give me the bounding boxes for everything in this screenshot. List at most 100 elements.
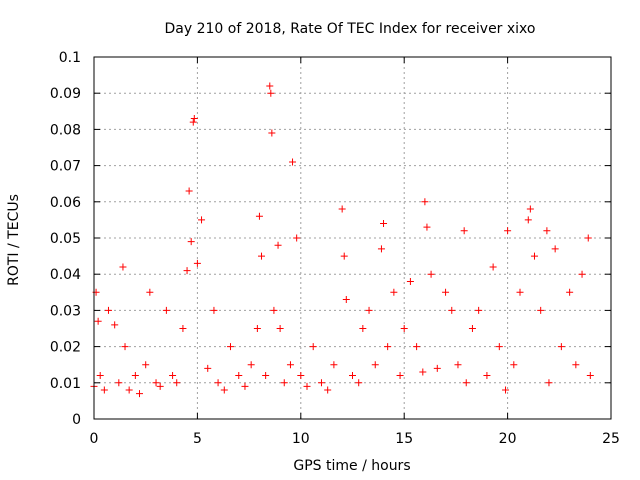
y-tick-label: 0.04	[50, 267, 81, 283]
data-point	[293, 234, 301, 242]
data-point	[268, 129, 276, 137]
y-tick-label: 0.08	[50, 122, 81, 138]
data-point	[338, 205, 346, 213]
data-point	[274, 241, 282, 249]
data-point	[111, 321, 119, 329]
x-tick-label: 5	[193, 431, 202, 447]
data-point	[115, 379, 123, 387]
x-axis-label: GPS time / hours	[293, 458, 410, 474]
data-point	[384, 343, 392, 351]
data-point	[317, 379, 325, 387]
chart-title: Day 210 of 2018, Rate Of TEC Index for r…	[165, 21, 536, 37]
data-point	[204, 364, 212, 372]
data-point	[96, 372, 104, 380]
data-point	[578, 270, 586, 278]
data-point	[551, 245, 559, 253]
data-point	[142, 361, 150, 369]
y-tick-label: 0.09	[50, 86, 81, 102]
data-point	[303, 382, 311, 390]
data-point	[584, 234, 592, 242]
data-point	[289, 158, 297, 166]
data-point	[270, 306, 278, 314]
data-point	[198, 216, 206, 224]
data-point	[152, 379, 160, 387]
data-point	[460, 227, 468, 235]
data-point	[190, 115, 198, 123]
data-point	[131, 372, 139, 380]
data-point	[468, 325, 476, 332]
data-point	[94, 317, 102, 325]
data-point	[220, 386, 228, 394]
y-tick-label: 0.01	[50, 376, 81, 392]
data-point	[324, 386, 332, 394]
data-point	[121, 343, 129, 351]
data-point	[510, 361, 518, 369]
y-tick-label: 0	[72, 412, 81, 428]
data-point	[183, 267, 191, 275]
data-point	[179, 325, 187, 332]
data-point	[442, 288, 450, 296]
data-point	[255, 212, 263, 220]
data-point	[173, 379, 181, 387]
data-point	[495, 343, 503, 351]
data-point	[185, 187, 193, 195]
axis-ticks	[93, 56, 612, 420]
data-point	[330, 361, 338, 369]
data-point	[572, 361, 580, 369]
data-point	[286, 361, 294, 369]
data-point	[247, 361, 255, 369]
x-tick-label: 25	[602, 431, 620, 447]
data-point	[359, 325, 367, 332]
y-tick-label: 0.07	[50, 159, 81, 175]
data-point	[448, 306, 456, 314]
data-point	[276, 325, 284, 332]
data-point	[169, 372, 177, 380]
data-point	[235, 372, 243, 380]
data-point	[258, 252, 266, 260]
data-point	[419, 368, 427, 376]
x-tick-labels: 0 5 10 15 20 25	[90, 431, 620, 447]
data-point	[454, 361, 462, 369]
data-point	[193, 259, 201, 267]
x-tick-label: 20	[499, 431, 517, 447]
data-point	[380, 220, 388, 228]
y-tick-label: 0.06	[50, 195, 81, 211]
data-point	[226, 343, 234, 351]
data-point	[396, 372, 404, 380]
y-tick-label: 0.1	[59, 50, 81, 66]
data-point	[475, 306, 483, 314]
y-tick-labels: 0 0.01 0.02 0.03 0.04 0.05 0.06 0.07 0.08 0.09 0.1	[50, 50, 81, 428]
data-point	[162, 306, 170, 314]
data-point	[280, 379, 288, 387]
data-point	[214, 379, 222, 387]
data-points	[90, 82, 594, 398]
data-point	[489, 263, 497, 271]
data-point	[135, 390, 143, 398]
data-point	[309, 343, 317, 351]
data-point	[545, 379, 553, 387]
data-point	[253, 325, 261, 332]
y-tick-label: 0.02	[50, 340, 81, 356]
data-point	[104, 306, 112, 314]
data-point	[433, 364, 441, 372]
y-axis-label: ROTI / TECUs	[6, 194, 22, 286]
data-point	[262, 372, 270, 380]
data-point	[537, 306, 545, 314]
data-point	[125, 386, 133, 394]
data-point	[504, 227, 512, 235]
data-point	[462, 379, 470, 387]
data-point	[390, 288, 398, 296]
data-point	[586, 372, 594, 380]
data-point	[423, 223, 431, 231]
data-point	[371, 361, 379, 369]
data-point	[241, 382, 249, 390]
data-point	[355, 379, 363, 387]
data-point	[502, 386, 510, 394]
data-point	[400, 325, 408, 332]
y-tick-label: 0.03	[50, 303, 81, 319]
data-point	[483, 372, 491, 380]
data-point	[524, 216, 532, 224]
data-point	[377, 245, 385, 253]
